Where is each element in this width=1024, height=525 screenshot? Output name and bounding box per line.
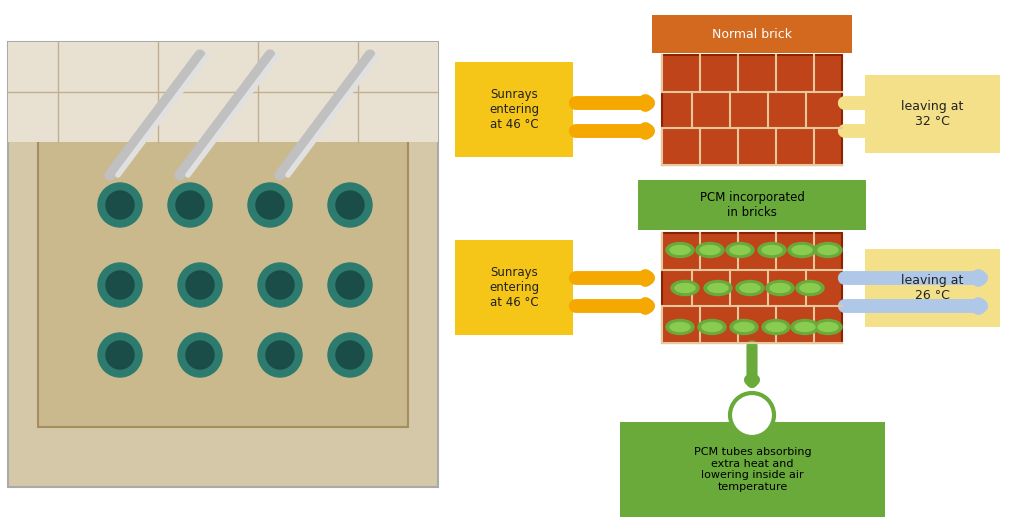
FancyBboxPatch shape xyxy=(865,249,1000,327)
Ellipse shape xyxy=(730,246,750,255)
Ellipse shape xyxy=(770,284,790,292)
Circle shape xyxy=(266,271,294,299)
Circle shape xyxy=(178,263,222,307)
Ellipse shape xyxy=(766,280,794,296)
Ellipse shape xyxy=(670,322,690,331)
FancyBboxPatch shape xyxy=(38,132,408,427)
Circle shape xyxy=(186,271,214,299)
Ellipse shape xyxy=(762,320,790,334)
Ellipse shape xyxy=(762,246,782,255)
Circle shape xyxy=(168,183,212,227)
Ellipse shape xyxy=(814,320,842,334)
Text: Sunrays
entering
at 46 °C: Sunrays entering at 46 °C xyxy=(488,88,539,131)
Text: PCM incorporated
in bricks: PCM incorporated in bricks xyxy=(699,191,805,219)
Ellipse shape xyxy=(766,322,786,331)
Circle shape xyxy=(98,333,142,377)
Ellipse shape xyxy=(700,246,720,255)
Ellipse shape xyxy=(666,320,694,334)
Circle shape xyxy=(328,183,372,227)
Ellipse shape xyxy=(758,243,786,257)
Ellipse shape xyxy=(702,322,722,331)
Circle shape xyxy=(106,191,134,219)
Ellipse shape xyxy=(792,246,812,255)
Ellipse shape xyxy=(730,320,758,334)
Ellipse shape xyxy=(795,322,815,331)
Circle shape xyxy=(98,183,142,227)
Text: Normal brick: Normal brick xyxy=(712,27,792,40)
Ellipse shape xyxy=(814,243,842,257)
Circle shape xyxy=(176,191,204,219)
Ellipse shape xyxy=(796,280,824,296)
Ellipse shape xyxy=(818,322,838,331)
Circle shape xyxy=(106,271,134,299)
Ellipse shape xyxy=(788,243,816,257)
Circle shape xyxy=(98,263,142,307)
FancyBboxPatch shape xyxy=(455,62,573,157)
Ellipse shape xyxy=(726,243,754,257)
Ellipse shape xyxy=(734,322,754,331)
FancyBboxPatch shape xyxy=(865,75,1000,153)
Text: Sunrays
entering
at 46 °C: Sunrays entering at 46 °C xyxy=(488,266,539,309)
FancyBboxPatch shape xyxy=(638,180,866,230)
Ellipse shape xyxy=(800,284,820,292)
FancyBboxPatch shape xyxy=(455,240,573,335)
Ellipse shape xyxy=(696,243,724,257)
Ellipse shape xyxy=(675,284,695,292)
Circle shape xyxy=(258,263,302,307)
Ellipse shape xyxy=(666,243,694,257)
Circle shape xyxy=(256,191,284,219)
Ellipse shape xyxy=(698,320,726,334)
Circle shape xyxy=(730,393,774,437)
Circle shape xyxy=(336,341,364,369)
Circle shape xyxy=(266,341,294,369)
Text: PCM tubes absorbing
extra heat and
lowering inside air
temperature: PCM tubes absorbing extra heat and lower… xyxy=(693,447,811,492)
Circle shape xyxy=(106,341,134,369)
Ellipse shape xyxy=(705,280,732,296)
Circle shape xyxy=(178,333,222,377)
Ellipse shape xyxy=(708,284,728,292)
FancyBboxPatch shape xyxy=(620,422,885,517)
Ellipse shape xyxy=(740,284,760,292)
Circle shape xyxy=(328,333,372,377)
Text: leaving at
32 °C: leaving at 32 °C xyxy=(901,100,964,128)
FancyBboxPatch shape xyxy=(662,233,842,343)
Ellipse shape xyxy=(818,246,838,255)
Circle shape xyxy=(248,183,292,227)
Text: leaving at
26 °C: leaving at 26 °C xyxy=(901,274,964,302)
Circle shape xyxy=(336,191,364,219)
Circle shape xyxy=(336,271,364,299)
Ellipse shape xyxy=(671,280,699,296)
Circle shape xyxy=(258,333,302,377)
Ellipse shape xyxy=(670,246,690,255)
Circle shape xyxy=(186,341,214,369)
FancyBboxPatch shape xyxy=(652,15,852,53)
FancyBboxPatch shape xyxy=(662,55,842,165)
Ellipse shape xyxy=(736,280,764,296)
FancyBboxPatch shape xyxy=(8,42,438,487)
Ellipse shape xyxy=(791,320,819,334)
FancyBboxPatch shape xyxy=(8,42,438,142)
Circle shape xyxy=(328,263,372,307)
